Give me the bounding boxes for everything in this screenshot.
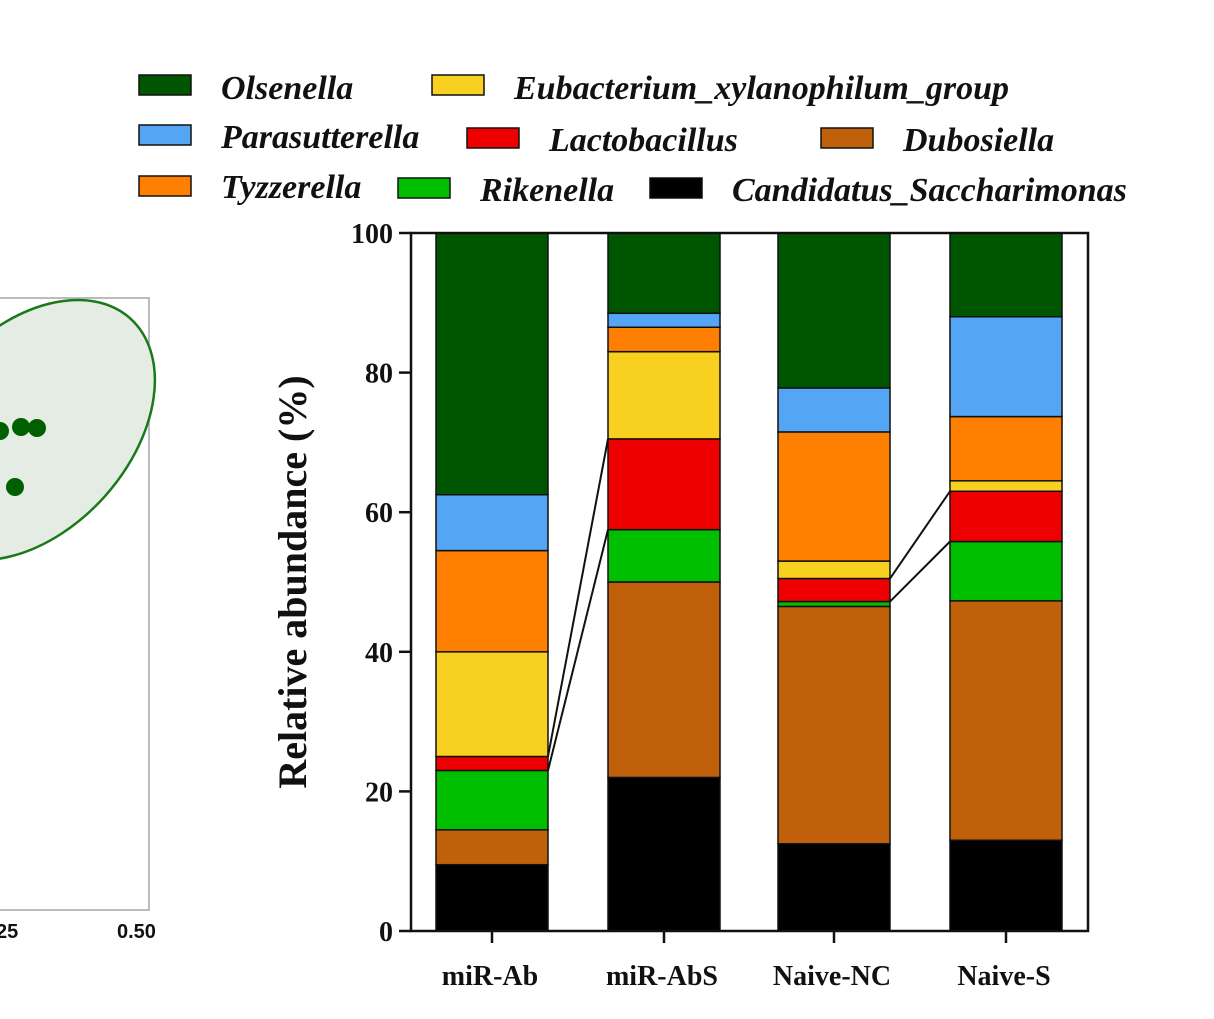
connector-line — [889, 540, 951, 603]
x-tick-label: Naive-NC — [773, 961, 891, 992]
connector-line — [547, 438, 609, 757]
legend-swatch — [466, 127, 520, 149]
axes-layer: 0 20 40 60 80 100 miR-Ab miR-AbS Naive-NC Naive-S — [351, 219, 1090, 992]
x-tick-label: miR-Ab — [442, 961, 538, 992]
bar-segment — [607, 326, 721, 353]
legend: Olsenella Eubacterium_xylanophilum_group… — [138, 70, 1127, 209]
bar-segment — [777, 843, 891, 932]
pcoa-point — [28, 419, 46, 437]
pcoa-point — [0, 422, 9, 440]
bar-segment — [435, 651, 549, 758]
connector-line — [547, 529, 609, 771]
bar-segment — [607, 776, 721, 932]
bar-segment — [435, 494, 549, 552]
bar-segment — [777, 431, 891, 562]
legend-swatch — [397, 177, 451, 199]
bar-segment — [777, 387, 891, 433]
bar-segment — [435, 549, 549, 653]
connector-layer — [547, 438, 951, 771]
legend-label: Eubacterium_xylanophilum_group — [513, 70, 1009, 107]
stacked-bar-chart: 0 20 40 60 80 100 miR-Ab miR-AbS Naive-NC Naive-S… — [270, 219, 1090, 992]
legend-label: Parasutterella — [220, 119, 419, 156]
bar-segment — [949, 839, 1063, 932]
bar-segment — [607, 581, 721, 779]
bar-segment — [607, 232, 721, 315]
legend-item: Lactobacillus — [466, 122, 738, 159]
legend-label: Lactobacillus — [548, 122, 738, 159]
bar-segment — [607, 312, 721, 328]
legend-item: Rikenella — [397, 172, 614, 209]
pcoa-x-tick-label: 0.50 — [117, 921, 156, 943]
legend-item: Eubacterium_xylanophilum_group — [431, 70, 1009, 107]
legend-item: Tyzzerella — [138, 169, 361, 206]
bar-segment — [777, 232, 891, 389]
bar-segment — [949, 600, 1063, 842]
legend-swatch — [138, 74, 192, 96]
legend-item: Dubosiella — [820, 122, 1054, 159]
bar-segment — [435, 769, 549, 831]
y-tick-label: 80 — [365, 359, 393, 390]
legend-swatch — [431, 74, 485, 96]
plot-frame — [409, 231, 1090, 933]
x-tick-label: Naive-S — [957, 961, 1050, 992]
legend-item: Olsenella — [138, 70, 353, 107]
x-tick-label: miR-AbS — [606, 961, 718, 992]
y-tick-label: 40 — [365, 638, 393, 669]
bar-segment — [949, 540, 1063, 602]
y-tick-label: 20 — [365, 777, 393, 808]
bar-segment — [607, 528, 721, 583]
bar-segment — [435, 755, 549, 772]
bar-segment — [435, 863, 549, 932]
pcoa-point — [6, 478, 24, 496]
bar-segment — [949, 490, 1063, 543]
bar-segment — [607, 438, 721, 531]
bar-segment — [949, 232, 1063, 318]
legend-swatch — [138, 124, 192, 146]
pcoa-x-tick-label: 25 — [0, 921, 18, 943]
y-tick-label: 100 — [351, 219, 393, 250]
pcoa-panel: 25 0.50 — [0, 297, 157, 943]
legend-swatch — [820, 127, 874, 149]
y-tick-label: 0 — [379, 917, 393, 948]
bar-segment — [949, 316, 1063, 418]
connector-line — [889, 490, 951, 580]
legend-item: Candidatus_Saccharimonas — [649, 172, 1127, 209]
legend-swatch — [138, 175, 192, 197]
bar-segment — [777, 605, 891, 845]
bar-segment — [949, 415, 1063, 482]
bar-segment — [435, 232, 549, 496]
pcoa-point — [12, 418, 30, 436]
bar-segment — [607, 350, 721, 440]
legend-label: Candidatus_Saccharimonas — [732, 172, 1127, 209]
y-tick-label: 60 — [365, 498, 393, 529]
bar-layer — [435, 232, 1063, 932]
bar-segment — [949, 480, 1063, 493]
legend-label: Rikenella — [479, 172, 614, 209]
legend-label: Dubosiella — [902, 122, 1054, 159]
legend-label: Tyzzerella — [221, 169, 361, 206]
bar-segment — [777, 560, 891, 580]
bar-segment — [777, 577, 891, 603]
bar-segment — [435, 829, 549, 866]
y-axis-label: Relative abundance (%) — [270, 375, 315, 788]
legend-item: Parasutterella — [138, 119, 419, 156]
legend-swatch — [649, 177, 703, 199]
legend-label: Olsenella — [221, 70, 353, 107]
